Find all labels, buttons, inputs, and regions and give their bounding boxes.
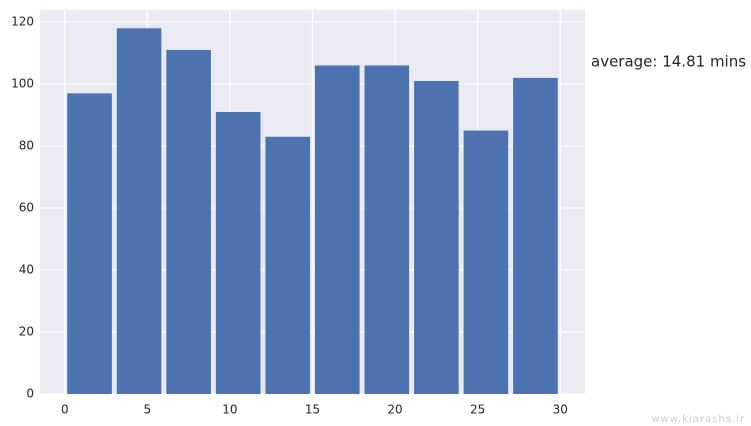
bar — [463, 130, 509, 394]
x-tick-label: 30 — [553, 403, 568, 417]
annotation: average: 14.81 mins — [591, 53, 746, 71]
bar — [513, 77, 558, 395]
y-tick-label: 100 — [11, 77, 34, 91]
x-tick-label: 10 — [222, 403, 237, 417]
x-tick-label: 15 — [305, 403, 320, 417]
watermark: www.kiarashs.ir — [651, 414, 745, 425]
bar — [314, 65, 360, 395]
x-tick-label: 20 — [387, 403, 402, 417]
bar — [265, 136, 311, 394]
bar — [166, 49, 211, 395]
x-tick-label: 0 — [61, 403, 69, 417]
y-tick-label: 20 — [19, 325, 34, 339]
x-tick-label: 5 — [144, 403, 152, 417]
y-tick-label: 0 — [26, 387, 34, 401]
bar — [364, 65, 410, 395]
y-tick-label: 40 — [19, 263, 34, 277]
y-tick-label: 80 — [19, 139, 34, 153]
y-tick-label: 60 — [19, 201, 34, 215]
bar — [116, 28, 162, 395]
y-tick-label: 120 — [11, 15, 34, 29]
bar — [67, 93, 112, 395]
bar — [215, 111, 261, 395]
bar — [414, 80, 459, 395]
x-tick-label: 25 — [470, 403, 485, 417]
